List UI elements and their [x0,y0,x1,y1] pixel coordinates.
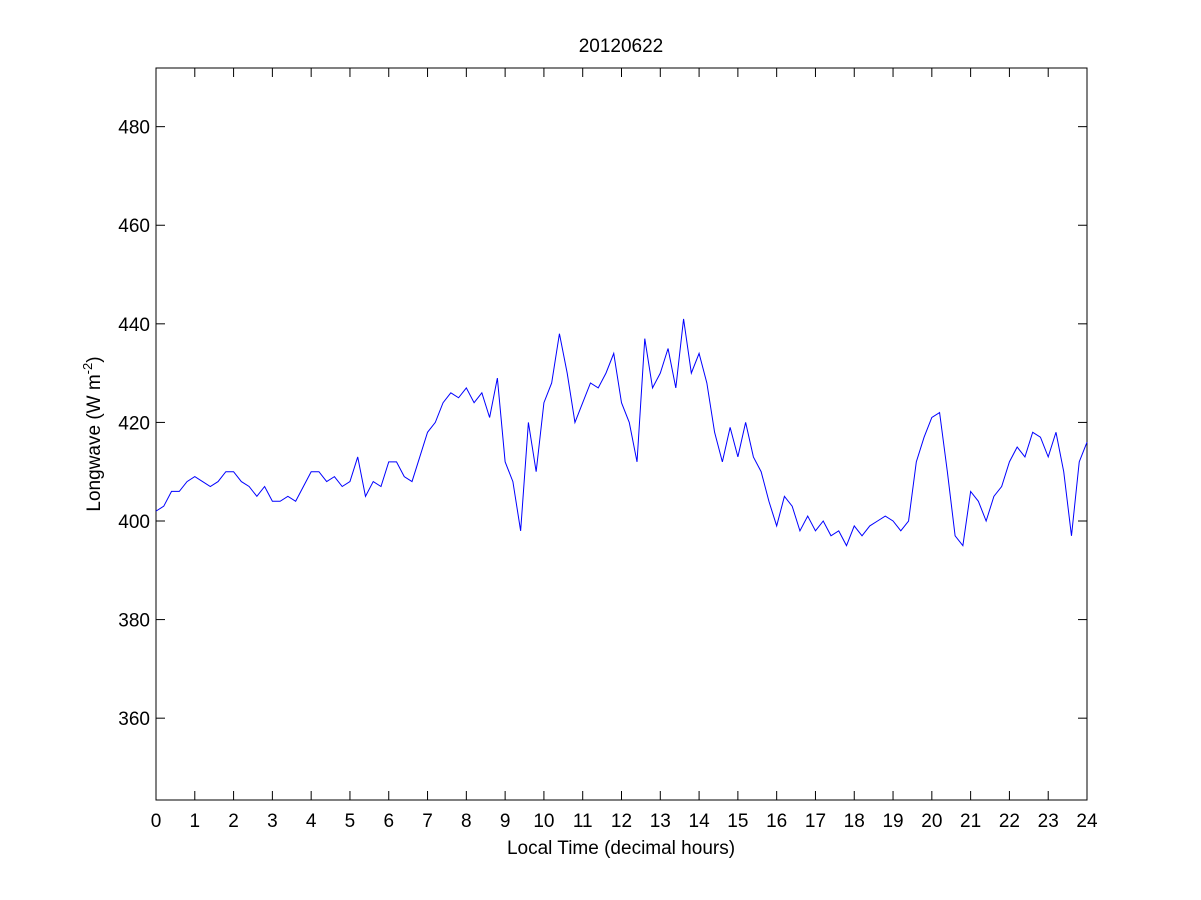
chart-title: 20120622 [579,36,664,57]
y-tick-label: 400 [118,512,150,533]
x-tick-label: 5 [345,811,356,832]
y-tick-label: 380 [118,611,150,632]
x-tick-label: 16 [766,811,787,832]
y-axis-label: Longwave (W m-2) [80,356,105,511]
y-axis-label-text: Longwave (W m [84,374,105,511]
x-tick-label: 18 [844,811,865,832]
y-tick-label: 460 [118,216,150,237]
x-tick-label: 12 [611,811,632,832]
x-tick-label: 2 [228,811,239,832]
x-tick-label: 0 [151,811,162,832]
x-tick-label: 9 [500,811,511,832]
x-tick-label: 10 [533,811,554,832]
x-tick-label: 22 [999,811,1020,832]
y-axis-label-superscript: -2 [80,363,95,375]
x-tick-label: 4 [306,811,317,832]
x-tick-label: 3 [267,811,278,832]
x-tick-label: 14 [689,811,711,832]
x-axis-label: Local Time (decimal hours) [507,838,735,859]
y-axis-label-suffix: ) [84,356,105,362]
x-tick-label: 20 [921,811,942,832]
x-tick-label: 24 [1076,811,1098,832]
y-tick-label: 360 [118,709,150,730]
x-tick-label: 15 [727,811,748,832]
data-line [155,318,1088,547]
x-tick-label: 7 [422,811,433,832]
y-tick-label: 420 [118,413,150,434]
y-tick-label: 480 [118,118,150,139]
x-tick-label: 6 [383,811,394,832]
x-tick-label: 21 [960,811,981,832]
y-tick-label: 440 [118,315,150,336]
x-tick-label: 1 [190,811,201,832]
x-tick-label: 8 [461,811,472,832]
x-tick-label: 11 [573,811,593,832]
x-tick-label: 19 [882,811,903,832]
x-tick-label: 17 [805,811,826,832]
x-tick-label: 13 [650,811,671,832]
x-tick-label: 23 [1038,811,1059,832]
